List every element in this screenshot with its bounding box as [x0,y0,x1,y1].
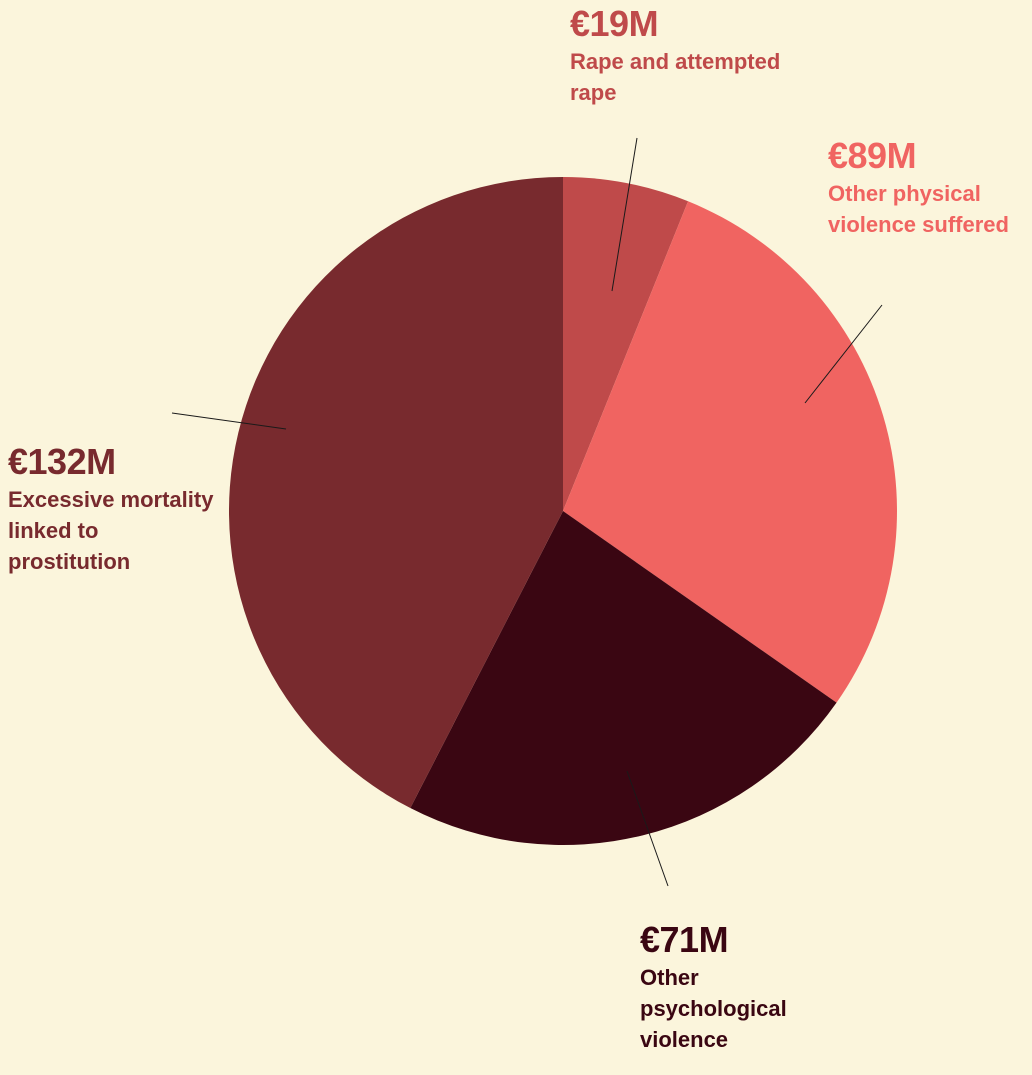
value-label: €71M [640,919,729,960]
slice-label: €89M Other physical violence suffered [828,134,1028,240]
category-label: Other physical violence suffered [828,181,1009,237]
category-label: Rape and attempted rape [570,49,781,105]
category-label: Other psychological violence [640,965,787,1052]
leader-line [626,770,669,887]
slice-label: €71M Other psychological violence [640,918,810,1055]
category-label: Excessive mortality linked to prostituti… [8,487,214,574]
pie-slice [563,177,689,511]
pie-slice [410,511,837,846]
leader-line [804,304,883,404]
pie-slice [563,201,897,703]
slice-label: €19M Rape and attempted rape [570,2,790,108]
leader-line [611,137,638,292]
value-label: €89M [828,135,917,176]
leader-line [171,412,287,430]
slice-label: €132M Excessive mortality linked to prost… [8,440,223,577]
value-label: €132M [8,441,116,482]
value-label: €19M [570,3,659,44]
pie-slice [228,177,563,809]
